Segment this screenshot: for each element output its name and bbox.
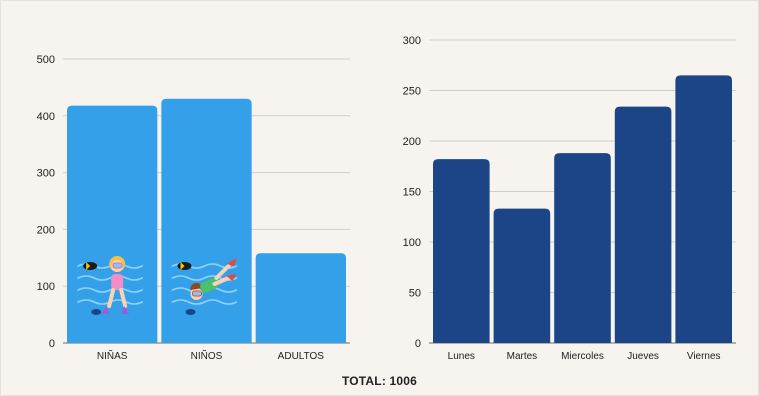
fish-stripe-icon (180, 262, 185, 270)
y-tick-label: 250 (403, 86, 421, 98)
water-ripple-icon (77, 287, 143, 293)
mask-icon (192, 290, 202, 297)
y-tick-label: 500 (37, 54, 55, 66)
y-tick-label: 400 (37, 111, 55, 123)
y-tick-label: 200 (37, 224, 55, 236)
category-label: NIÑOS (191, 349, 223, 362)
bar-niños (161, 98, 252, 343)
fish-stripe-icon (86, 262, 91, 270)
y-tick-label: 50 (409, 288, 421, 300)
fins-icon (101, 306, 130, 314)
bar-lunes (433, 159, 490, 343)
y-tick-label: 0 (415, 338, 421, 350)
small-fish-icon (185, 309, 196, 315)
bar-jueves (614, 106, 672, 343)
y-tick-label: 300 (37, 168, 55, 180)
y-tick-label: 200 (403, 136, 421, 148)
bar-miercoles (554, 153, 611, 343)
category-label: Jueves (627, 351, 659, 362)
mask-icon (112, 262, 123, 269)
bar-niñas (67, 105, 158, 344)
swimsuit-icon (111, 274, 124, 290)
snorkeling-boy-illustration (171, 258, 238, 315)
bar-martes (493, 208, 551, 343)
y-tick-label: 100 (37, 281, 55, 293)
y-tick-label: 150 (403, 187, 421, 199)
water-ripple-icon (171, 299, 238, 305)
category-label: Miercoles (561, 351, 604, 362)
legs-icon (212, 264, 231, 286)
bar-adultos (255, 253, 346, 343)
category-label: NIÑAS (97, 349, 128, 362)
category-label: Martes (507, 351, 538, 362)
boy-hair-icon (190, 282, 203, 290)
y-tick-label: 0 (49, 338, 55, 350)
fins-icon (226, 258, 237, 281)
category-label: ADULTOS (278, 351, 325, 362)
category-label: Viernes (687, 351, 721, 362)
snorkeling-girl-illustration (77, 256, 143, 315)
bar-viernes (675, 75, 732, 343)
water-ripple-icon (77, 275, 143, 281)
swim-shirt-icon (200, 278, 219, 294)
legs-icon (107, 288, 128, 308)
y-tick-label: 300 (403, 35, 421, 47)
small-fish-icon (91, 309, 102, 315)
y-tick-label: 100 (403, 237, 421, 249)
category-label: Lunes (448, 351, 475, 362)
total-label: TOTAL: 1006 (341, 374, 418, 388)
